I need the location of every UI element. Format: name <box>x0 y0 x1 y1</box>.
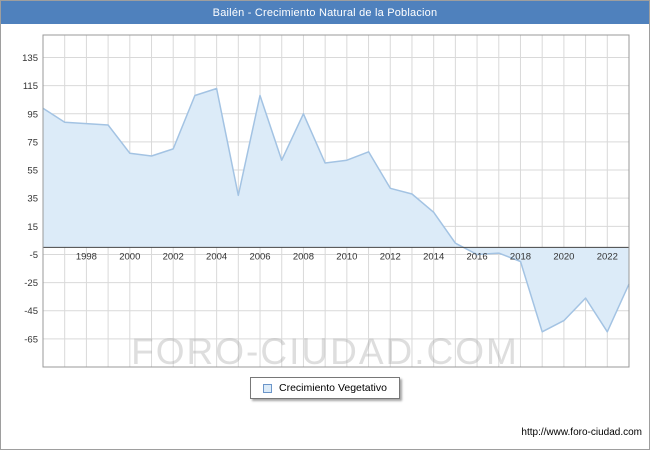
svg-text:1998: 1998 <box>76 251 97 262</box>
svg-text:2022: 2022 <box>597 251 618 262</box>
svg-text:2000: 2000 <box>119 251 140 262</box>
svg-text:2016: 2016 <box>467 251 488 262</box>
footer-url: http://www.foro-ciudad.com <box>521 427 642 438</box>
svg-text:55: 55 <box>27 166 38 177</box>
legend-series-label: Crecimiento Vegetativo <box>279 382 387 394</box>
svg-text:2014: 2014 <box>423 251 444 262</box>
svg-text:75: 75 <box>27 137 38 148</box>
svg-text:2020: 2020 <box>553 251 574 262</box>
chart-title: Bailén - Crecimiento Natural de la Pobla… <box>212 6 438 19</box>
legend-swatch-icon <box>263 383 273 393</box>
svg-text:2004: 2004 <box>206 251 227 262</box>
svg-text:-5: -5 <box>30 250 38 261</box>
svg-text:-25: -25 <box>24 278 38 289</box>
svg-text:115: 115 <box>23 81 38 92</box>
svg-text:35: 35 <box>27 194 38 205</box>
svg-text:95: 95 <box>27 109 38 120</box>
svg-text:135: 135 <box>22 53 38 64</box>
svg-text:2010: 2010 <box>336 251 357 262</box>
svg-text:2012: 2012 <box>380 251 401 262</box>
svg-text:2002: 2002 <box>163 251 184 262</box>
svg-text:2018: 2018 <box>510 251 531 262</box>
chart-title-bar: Bailén - Crecimiento Natural de la Pobla… <box>1 1 649 24</box>
chart-legend: Crecimiento Vegetativo <box>250 377 400 399</box>
svg-text:-45: -45 <box>24 306 38 317</box>
svg-text:15: 15 <box>27 222 38 233</box>
svg-text:2008: 2008 <box>293 251 314 262</box>
svg-text:-65: -65 <box>24 334 38 345</box>
svg-text:2006: 2006 <box>249 251 270 262</box>
